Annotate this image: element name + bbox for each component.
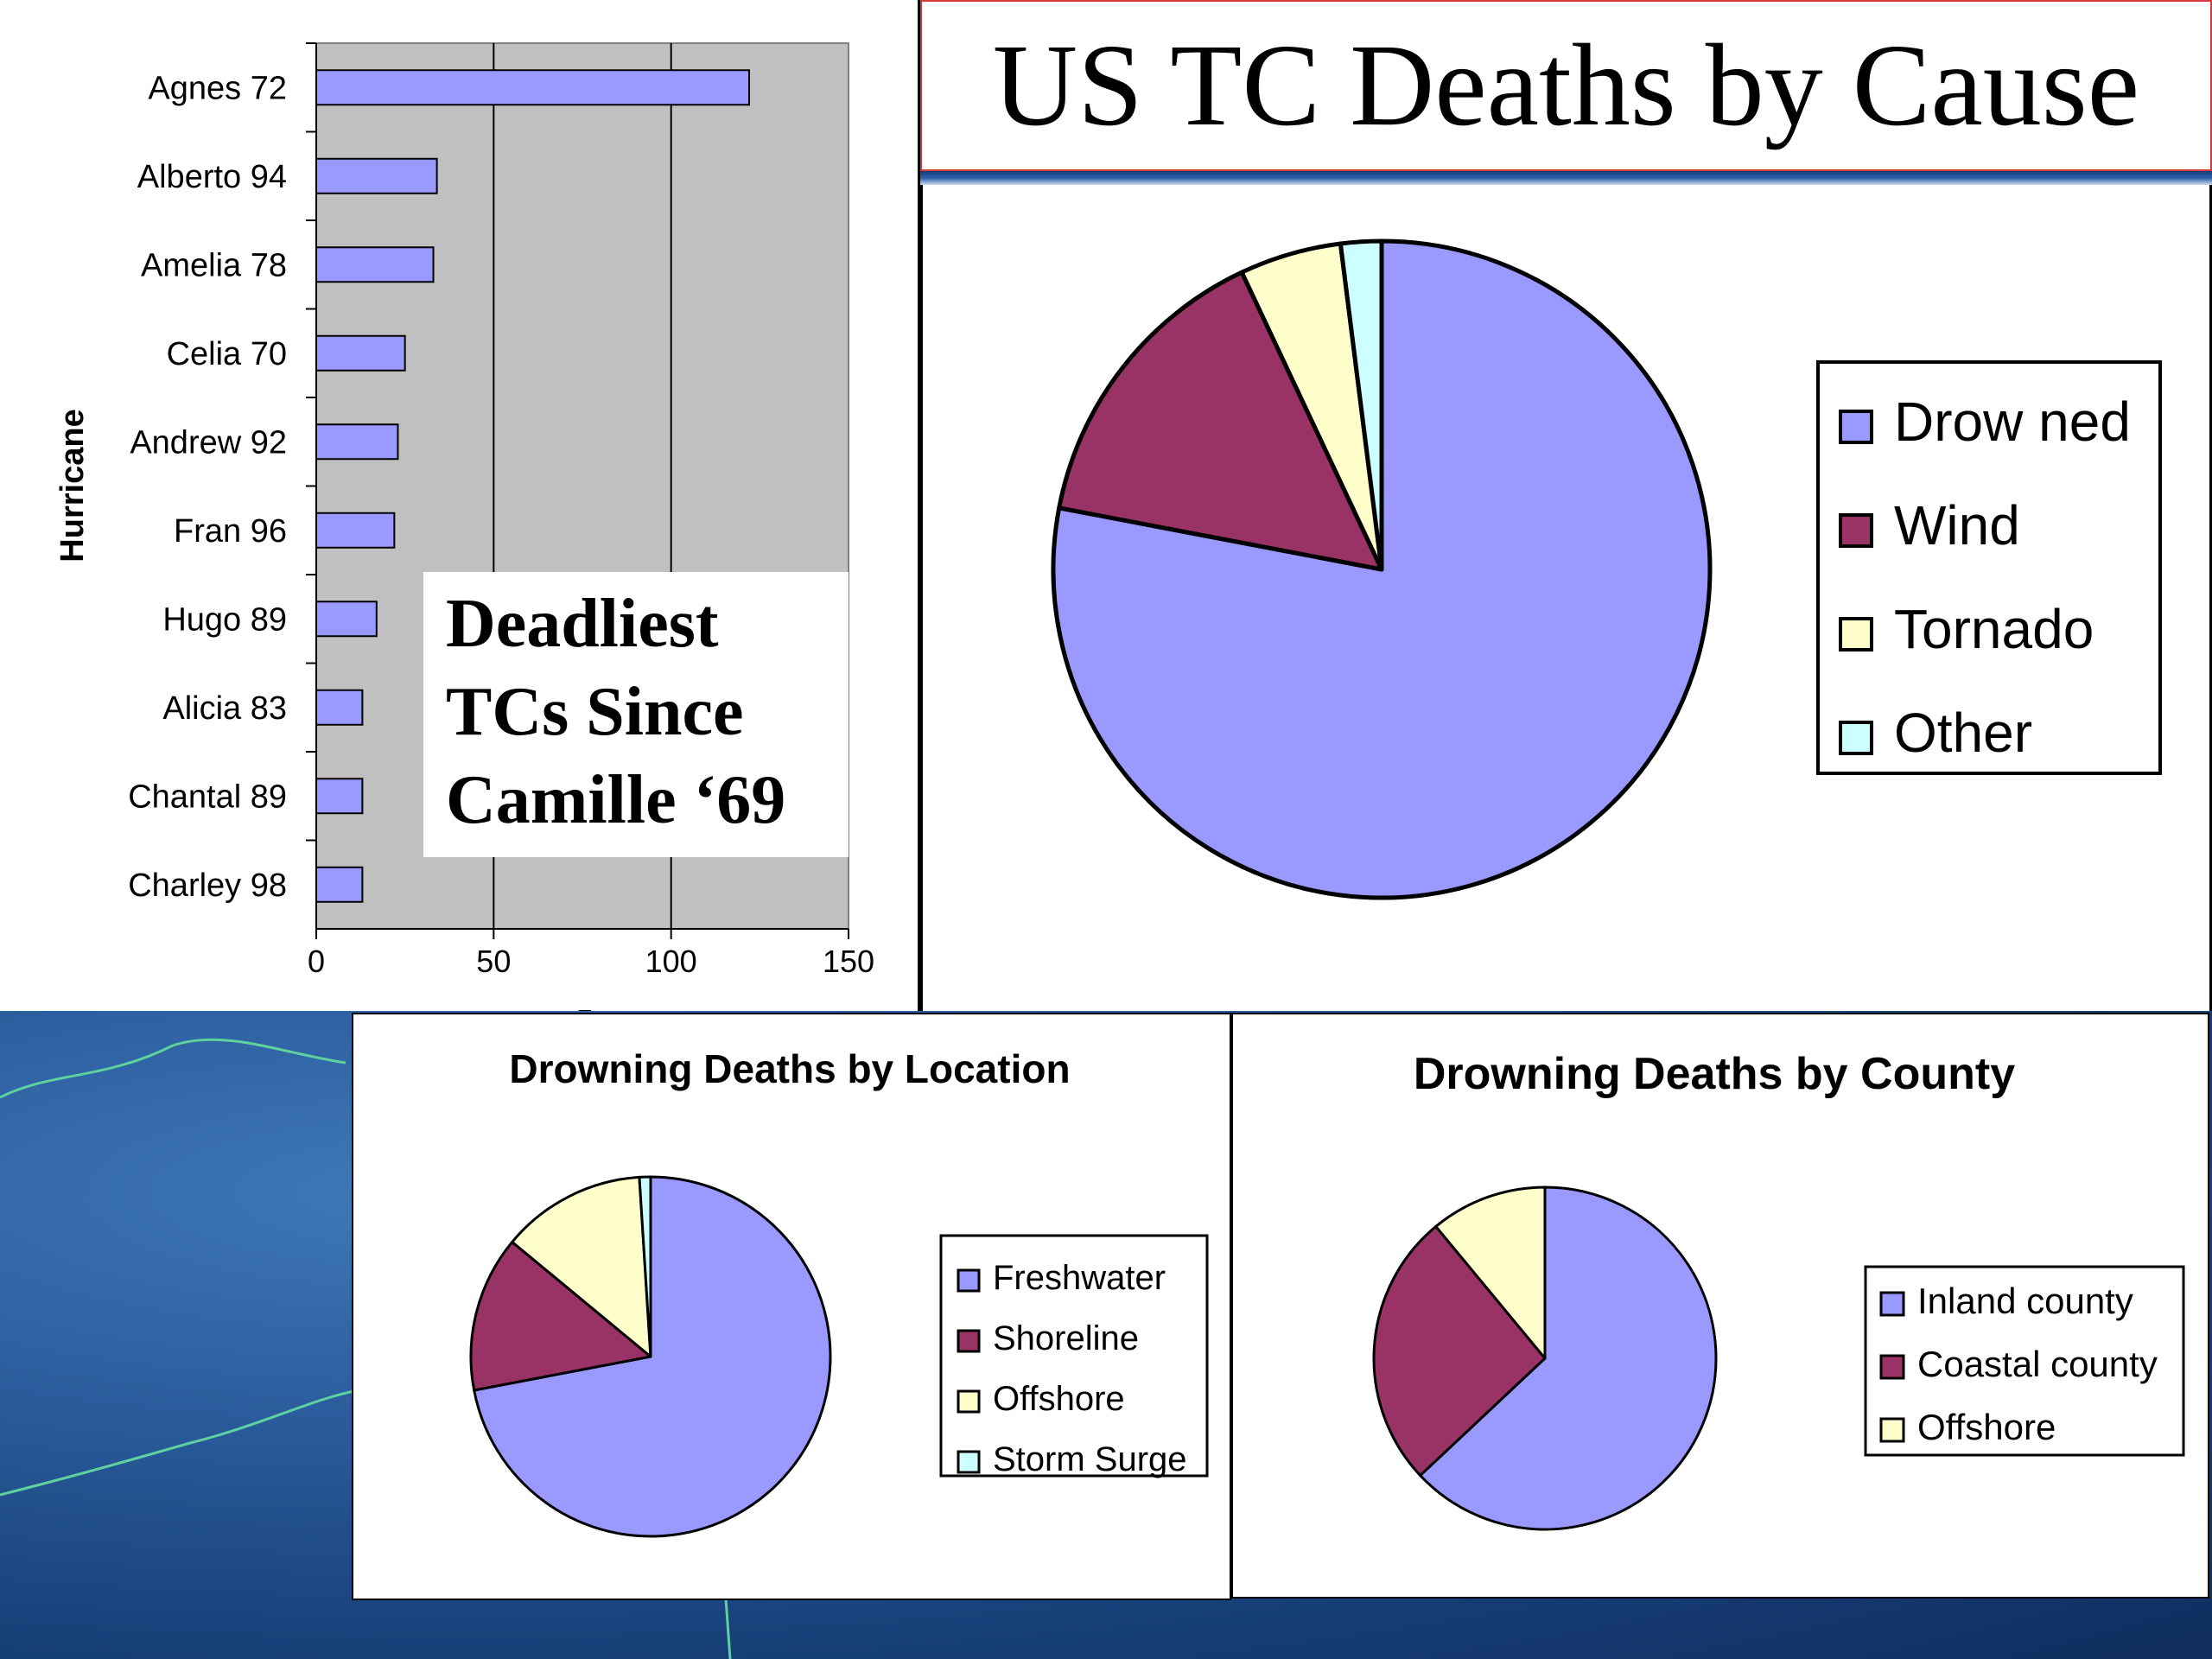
title-box: US TC Deaths by Cause	[920, 0, 2212, 171]
y-tick-label: Andrew 92	[130, 424, 287, 461]
y-tick-label: Alberto 94	[137, 159, 287, 195]
pie-slice	[1419, 1185, 1718, 1531]
legend-swatch	[957, 1268, 981, 1293]
x-tick-label: 100	[645, 944, 697, 979]
pie-slice	[1372, 1224, 1547, 1478]
legend-label: Other	[1894, 702, 2032, 764]
bar	[315, 334, 406, 372]
chart-title: Drowning Deaths by Location	[509, 1046, 1070, 1091]
page-title: US TC Deaths by Cause	[992, 21, 2140, 150]
legend-box	[1816, 360, 2162, 775]
legend-swatch	[1839, 513, 1873, 548]
legend-label: Drow ned	[1894, 391, 2131, 453]
annotation-box	[423, 572, 849, 857]
legend-swatch	[1839, 410, 1873, 444]
pie-slice	[638, 1175, 652, 1358]
bar	[315, 246, 435, 283]
legend-swatch	[1839, 721, 1873, 755]
bar	[315, 423, 399, 461]
y-tick-label: Hugo 89	[162, 601, 287, 638]
y-tick-label: Alicia 83	[162, 690, 287, 727]
deadliest-tc-bar-panel: 0 50 100 150 Agnes 72 Alberto 94 Amelia 78 Celi…	[0, 0, 920, 1011]
bar	[315, 512, 396, 549]
chart-title: Drowning Deaths by County	[1414, 1049, 2015, 1099]
legend-label: Freshwater	[993, 1259, 1166, 1297]
legend-label: Offshore	[1917, 1407, 2056, 1447]
y-tick-label: Fran 96	[174, 513, 287, 550]
legend-box	[1864, 1265, 2185, 1457]
deaths-by-cause-pie-chart: Drow ned Wind Tornado Other	[1051, 238, 2162, 900]
drowning-location-panel: Drowning Deaths by Location Freshwater Sho…	[352, 1013, 1231, 1600]
legend-swatch	[1879, 1417, 1905, 1443]
x-tick-label: 50	[476, 944, 511, 979]
legend-label: Shoreline	[993, 1319, 1139, 1357]
drowning-county-panel: Drowning Deaths by County Inland county Co…	[1231, 1013, 2209, 1599]
bar	[315, 601, 378, 638]
pie-slice	[1434, 1185, 1547, 1360]
legend-swatch	[957, 1389, 981, 1414]
bar	[315, 689, 364, 726]
annotation-text: TCs Since	[446, 674, 744, 750]
legend-label: Storm Surge	[993, 1440, 1187, 1478]
y-tick-label: Amelia 78	[141, 247, 287, 283]
drowning-county-pie-chart: Drowning Deaths by County Inland county Co…	[1372, 1049, 2185, 1531]
annotation-text: Deadliest	[446, 586, 719, 662]
annotation-text: Camille ‘69	[446, 762, 785, 838]
deaths-by-cause-panel: Drow ned Wind Tornado Other	[920, 185, 2212, 1011]
legend-label: Offshore	[993, 1380, 1125, 1418]
legend-swatch	[1839, 617, 1873, 652]
legend-box	[939, 1234, 1209, 1478]
pie-slice	[469, 1240, 652, 1392]
legend-swatch	[1879, 1354, 1905, 1380]
bar	[315, 69, 751, 106]
y-tick-label: Agnes 72	[148, 70, 287, 106]
x-tick-label: 150	[823, 944, 874, 979]
legend-swatch	[957, 1450, 981, 1474]
legend-label: Inland county	[1917, 1281, 2133, 1321]
legend-label: Wind	[1894, 494, 2020, 556]
legend-swatch	[1879, 1291, 1905, 1317]
map-borders	[0, 1038, 732, 1659]
bar	[315, 157, 438, 194]
pie-slice	[511, 1175, 652, 1358]
y-axis-label: Hurricane	[54, 409, 91, 562]
pie-slice	[473, 1175, 832, 1538]
y-tick-label: Charley 98	[128, 868, 287, 904]
legend-label: Tornado	[1894, 598, 2094, 660]
y-tick-label: Celia 70	[167, 336, 287, 372]
legend-swatch	[957, 1329, 981, 1353]
drowning-location-pie-chart: Drowning Deaths by Location Freshwater Sho…	[469, 1046, 1209, 1538]
title-underline	[920, 171, 2212, 185]
pie-slice	[1338, 238, 1384, 572]
x-tick-label: 0	[308, 944, 325, 979]
bar	[315, 778, 364, 815]
pie-slice	[1057, 270, 1384, 572]
bar	[315, 866, 364, 903]
legend-label: Coastal county	[1917, 1344, 2158, 1384]
deadliest-tc-bar-chart: 0 50 100 150 Agnes 72 Alberto 94 Amelia 78 Celi…	[54, 42, 874, 1011]
x-axis-label: Deaths	[446, 998, 639, 1011]
y-tick-label: Chantal 89	[128, 779, 287, 815]
